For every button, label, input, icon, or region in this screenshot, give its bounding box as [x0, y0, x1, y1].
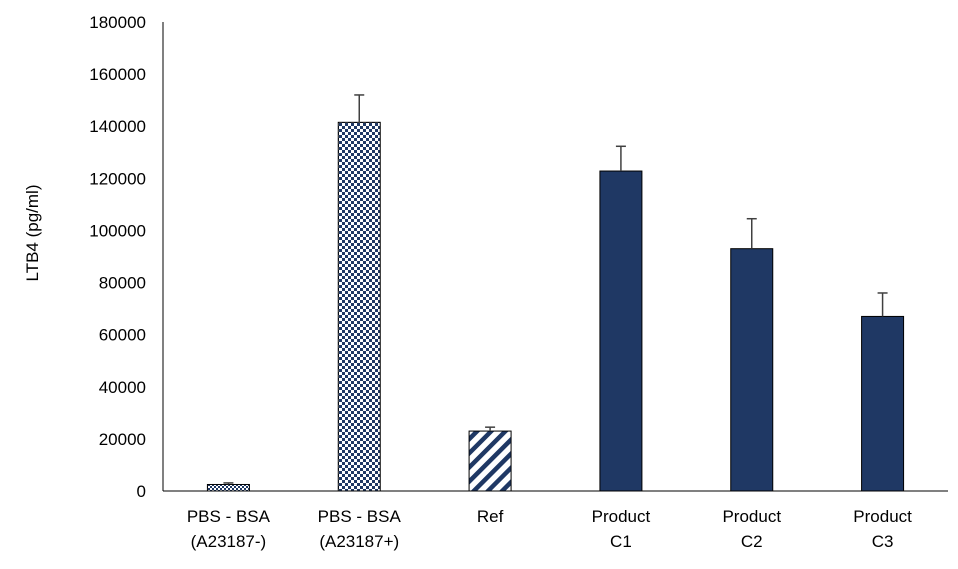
y-tick-label: 20000	[99, 430, 146, 449]
labels: 0 20000 40000 60000 80000 100000 120000 140000 1…	[89, 13, 912, 551]
y-tick-label: 120000	[89, 169, 146, 188]
y-tick-label: 100000	[89, 221, 146, 240]
y-tick-label: 80000	[99, 274, 146, 293]
y-axis-title: LTB4 (pg/ml)	[23, 185, 42, 282]
bars	[206, 94, 905, 492]
y-tick-label: 0	[137, 482, 146, 501]
y-tick-label: 140000	[89, 117, 146, 136]
bar	[861, 315, 905, 492]
bar	[337, 121, 381, 492]
y-tick-label: 180000	[89, 13, 146, 32]
bar	[730, 248, 774, 492]
x-tick-label: PBS - BSA (A23187-)	[187, 507, 271, 551]
x-tick-label: Product C1	[592, 507, 651, 551]
y-tick-label: 60000	[99, 326, 146, 345]
x-tick-label: Ref	[477, 507, 504, 526]
bar	[468, 430, 512, 492]
y-tick-label: 40000	[99, 378, 146, 397]
x-tick-label: Product C2	[722, 507, 781, 551]
bar	[599, 170, 643, 492]
axes	[162, 22, 948, 492]
x-tick-label: PBS - BSA (A23187+)	[318, 507, 402, 551]
y-tick-label: 160000	[89, 65, 146, 84]
bar	[206, 483, 250, 492]
x-tick-label: Product C3	[853, 507, 912, 551]
